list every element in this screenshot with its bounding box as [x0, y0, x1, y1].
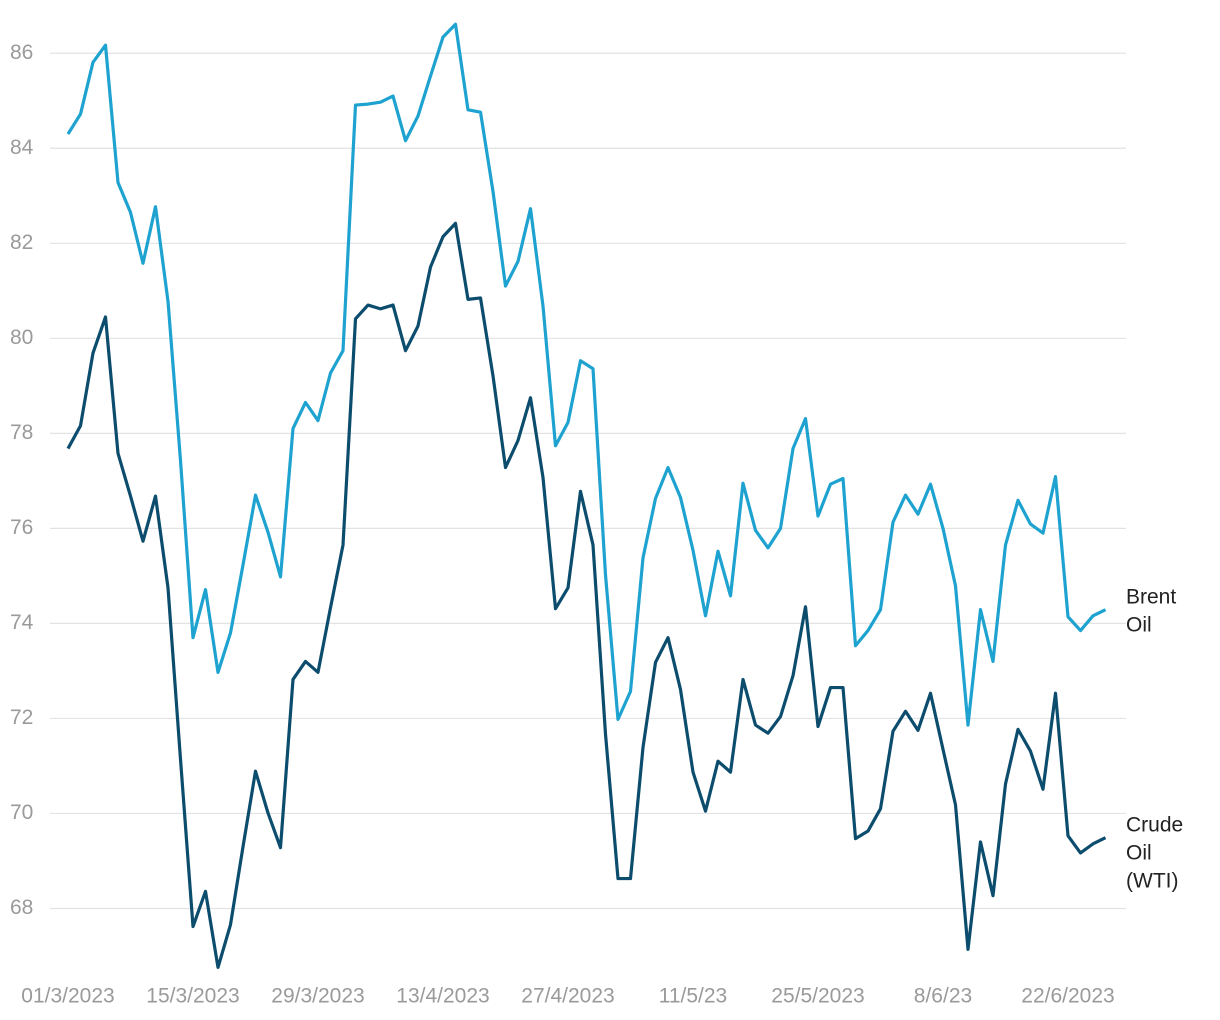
x-tick-label: 22/6/2023 — [1021, 985, 1114, 1008]
y-tick-label: 76 — [10, 516, 33, 539]
y-tick-label: 86 — [10, 41, 33, 64]
x-tick-label: 27/4/2023 — [521, 985, 614, 1008]
x-tick-label: 8/6/23 — [914, 985, 972, 1008]
x-tick-label: 25/5/2023 — [771, 985, 864, 1008]
y-tick-label: 80 — [10, 326, 33, 349]
y-tick-label: 68 — [10, 896, 33, 919]
series-line — [66, 221, 1107, 969]
y-tick-label: 72 — [10, 706, 33, 729]
x-tick-label: 01/3/2023 — [21, 985, 114, 1008]
series-line — [66, 22, 1107, 727]
y-tick-label: 84 — [10, 136, 34, 159]
x-tick-label: 11/5/23 — [659, 985, 728, 1008]
y-tick-label: 82 — [10, 231, 33, 254]
x-tick-label: 13/4/2023 — [396, 985, 489, 1008]
legend-label: Crude Oil (WTI) — [1126, 813, 1183, 892]
y-tick-label: 70 — [10, 801, 33, 824]
x-tick-label: 29/3/2023 — [271, 985, 364, 1008]
y-tick-label: 74 — [10, 611, 34, 634]
y-tick-label: 78 — [10, 421, 33, 444]
legend-label: Brent Oil — [1126, 585, 1176, 636]
x-tick-label: 15/3/2023 — [146, 985, 239, 1008]
